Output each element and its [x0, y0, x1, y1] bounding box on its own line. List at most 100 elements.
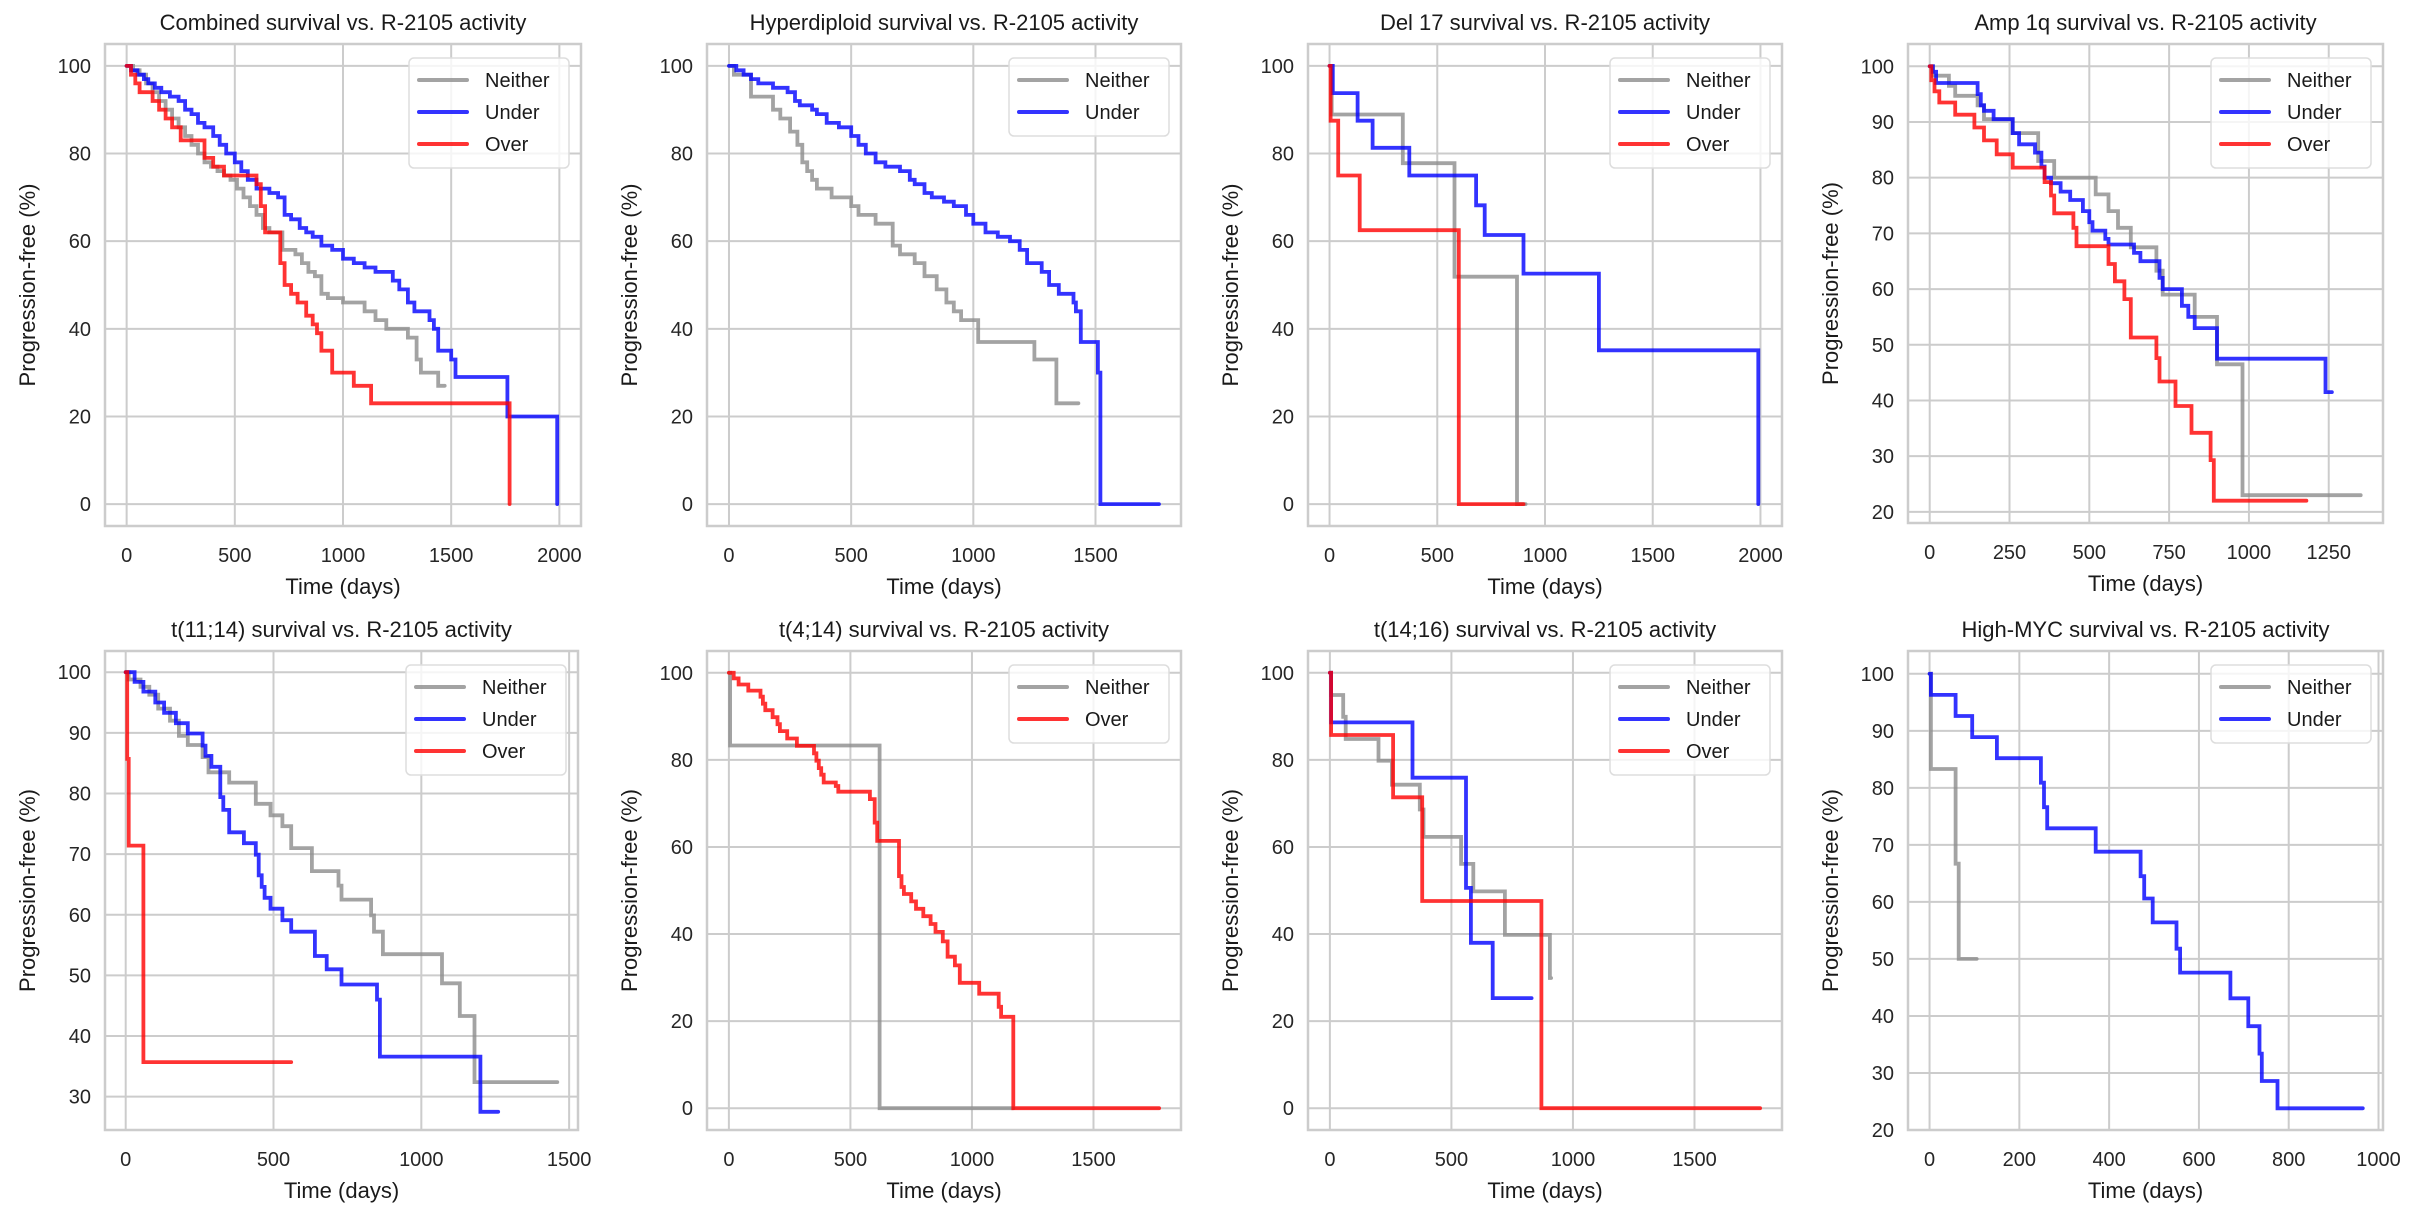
- chart-title: Del 17 survival vs. R-2105 activity: [1380, 10, 1710, 35]
- chart-title: High-MYC survival vs. R-2105 activity: [1962, 617, 2330, 642]
- legend-box: [1008, 57, 1170, 137]
- y-tick-label: 60: [1872, 892, 1894, 914]
- y-tick-label: 20: [69, 406, 91, 428]
- x-tick-label: 1000: [2356, 1149, 2401, 1171]
- y-tick-label: 50: [69, 965, 91, 987]
- y-tick-label: 60: [1272, 837, 1294, 859]
- x-tick-label: 2000: [537, 545, 582, 567]
- x-tick-label: 250: [1993, 542, 2026, 564]
- legend-label: Over: [1686, 134, 1730, 156]
- panel-7: 0 500 1000 1500 0 20 40 60 80 100 t(14;16) surviva…: [1218, 617, 1784, 1203]
- legend-label: Neither: [1085, 677, 1150, 699]
- legend-label: Under: [2287, 709, 2342, 731]
- y-tick-label: 80: [1872, 778, 1894, 800]
- y-tick-label: 100: [1861, 664, 1894, 686]
- x-tick-label: 0: [723, 1149, 734, 1171]
- x-tick-label: 0: [723, 545, 734, 567]
- y-tick-label: 100: [58, 662, 91, 684]
- chart-title: t(4;14) survival vs. R-2105 activity: [779, 617, 1109, 642]
- legend-box: [1008, 664, 1170, 744]
- legend-label: Under: [1085, 102, 1140, 124]
- chart-title: Hyperdiploid survival vs. R-2105 activit…: [750, 10, 1139, 35]
- legend-label: Over: [482, 741, 526, 763]
- y-tick-label: 60: [69, 231, 91, 253]
- series-line-under: [1927, 671, 2365, 1111]
- plot-frame: [1306, 649, 1784, 1132]
- x-axis-label: Time (days): [285, 574, 400, 599]
- y-axis-label: Progression-free (%): [15, 789, 40, 992]
- legend-box: [408, 57, 570, 169]
- y-axis-label: Progression-free (%): [617, 789, 642, 992]
- y-tick-label: 70: [1872, 835, 1894, 857]
- y-tick-label: 40: [1872, 390, 1894, 412]
- y-tick-label: 70: [1872, 223, 1894, 245]
- y-tick-label: 30: [1872, 446, 1894, 468]
- panel-2: 0 500 1000 1500 0 20 40 60 80 100 Hyperdiploid sur…: [617, 10, 1183, 599]
- y-axis-label: Progression-free (%): [1218, 789, 1243, 992]
- y-tick-label: 40: [671, 924, 693, 946]
- y-tick-label: 100: [660, 56, 693, 78]
- y-tick-label: 40: [1872, 1006, 1894, 1028]
- x-tick-label: 800: [2272, 1149, 2305, 1171]
- x-tick-label: 1000: [2227, 542, 2272, 564]
- x-tick-label: 2000: [1738, 545, 1783, 567]
- plot-frame: [1306, 42, 1784, 528]
- y-tick-label: 40: [1272, 924, 1294, 946]
- y-tick-label: 60: [671, 837, 693, 859]
- series-line-over: [1328, 670, 1762, 1111]
- y-axis-label: Progression-free (%): [1818, 182, 1843, 385]
- legend-label: Under: [482, 709, 537, 731]
- x-axis-label: Time (days): [1487, 574, 1602, 599]
- series-line-under: [1927, 64, 2334, 394]
- x-tick-label: 200: [2003, 1149, 2036, 1171]
- series-line-over: [1327, 64, 1526, 506]
- x-tick-label: 1500: [1073, 545, 1118, 567]
- y-axis-label: Progression-free (%): [1218, 184, 1243, 387]
- y-tick-label: 0: [682, 1098, 693, 1120]
- y-tick-label: 30: [1872, 1063, 1894, 1085]
- series-line-neither: [1927, 64, 2363, 498]
- y-tick-label: 40: [671, 319, 693, 341]
- legend-box: [405, 664, 567, 776]
- plot-frame: [1906, 649, 2385, 1132]
- series-line-over: [1927, 64, 2309, 503]
- x-tick-label: 500: [1421, 545, 1454, 567]
- x-tick-label: 1500: [1630, 545, 1675, 567]
- y-tick-label: 90: [1872, 721, 1894, 743]
- y-tick-label: 50: [1872, 949, 1894, 971]
- x-axis-label: Time (days): [2088, 1178, 2203, 1203]
- x-axis-label: Time (days): [284, 1178, 399, 1203]
- y-tick-label: 70: [69, 844, 91, 866]
- y-tick-label: 100: [58, 56, 91, 78]
- x-tick-label: 1500: [429, 545, 474, 567]
- y-tick-label: 30: [69, 1087, 91, 1109]
- legend-label: Over: [1686, 741, 1730, 763]
- legend-box: [2210, 664, 2372, 744]
- y-tick-label: 20: [1872, 502, 1894, 524]
- y-tick-label: 60: [671, 231, 693, 253]
- y-tick-label: 40: [69, 1026, 91, 1048]
- panel-1: 0 500 1000 1500 2000 0 20 40 60 80 100 Combined sur…: [15, 10, 583, 599]
- x-tick-label: 0: [1324, 1149, 1335, 1171]
- x-tick-label: 1000: [951, 545, 996, 567]
- y-tick-label: 0: [682, 494, 693, 516]
- y-tick-label: 20: [671, 1011, 693, 1033]
- y-tick-label: 100: [1261, 56, 1294, 78]
- y-tick-label: 90: [69, 723, 91, 745]
- legend-label: Neither: [2287, 70, 2352, 92]
- chart-title: t(14;16) survival vs. R-2105 activity: [1374, 617, 1716, 642]
- y-axis-label: Progression-free (%): [1818, 789, 1843, 992]
- legend-label: Over: [1085, 709, 1129, 731]
- y-tick-label: 20: [671, 406, 693, 428]
- y-axis-label: Progression-free (%): [15, 184, 40, 387]
- y-tick-label: 80: [69, 783, 91, 805]
- y-tick-label: 60: [69, 905, 91, 927]
- y-tick-label: 80: [671, 144, 693, 166]
- x-axis-label: Time (days): [886, 1178, 1001, 1203]
- series-line-neither: [124, 64, 447, 388]
- series-line-under: [1327, 64, 1761, 506]
- x-axis-label: Time (days): [886, 574, 1001, 599]
- series-line-under: [727, 64, 1161, 506]
- legend-label: Neither: [485, 70, 550, 92]
